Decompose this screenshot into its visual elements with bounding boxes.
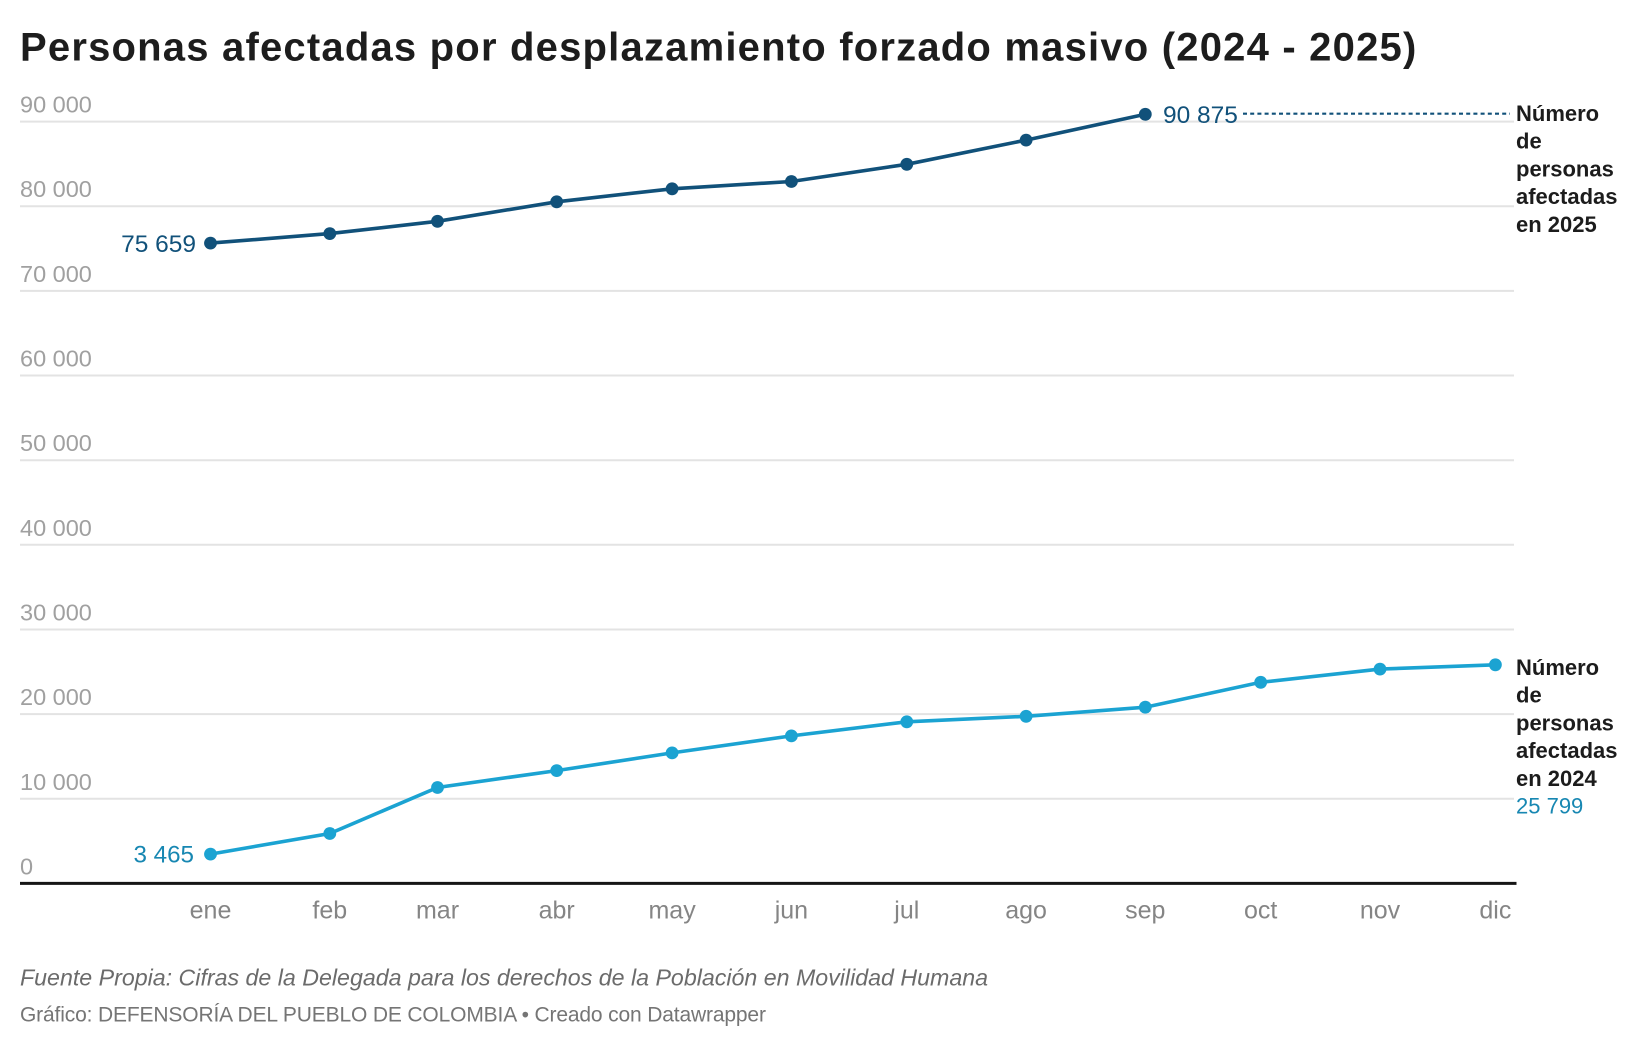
svg-text:70 000: 70 000 [20,261,92,287]
svg-text:40 000: 40 000 [20,515,92,541]
svg-text:feb: feb [312,896,347,924]
svg-text:de: de [1516,683,1542,708]
svg-text:10 000: 10 000 [20,769,92,795]
svg-text:30 000: 30 000 [20,600,92,626]
svg-text:personas: personas [1516,156,1614,181]
svg-text:75 659: 75 659 [121,231,196,258]
svg-text:90 000: 90 000 [20,92,92,118]
svg-text:Gráfico: DEFENSORÍA DEL PUEBLO: Gráfico: DEFENSORÍA DEL PUEBLO DE COLOMB… [20,1004,766,1027]
svg-text:50 000: 50 000 [20,430,92,456]
svg-text:Número: Número [1516,101,1599,126]
svg-text:jun: jun [774,896,808,924]
svg-text:may: may [648,896,696,924]
svg-text:60 000: 60 000 [20,346,92,372]
svg-text:sep: sep [1125,896,1165,924]
svg-text:en 2025: en 2025 [1516,212,1597,237]
svg-text:ene: ene [190,896,232,924]
svg-text:Personas afectadas por desplaz: Personas afectadas por desplazamiento fo… [20,26,1417,70]
svg-text:20 000: 20 000 [20,684,92,710]
svg-text:abr: abr [539,896,575,924]
svg-text:Número: Número [1516,655,1599,680]
svg-text:0: 0 [20,853,33,879]
svg-text:dic: dic [1479,896,1511,924]
svg-text:25 799: 25 799 [1516,794,1583,819]
svg-text:mar: mar [416,896,459,924]
svg-text:Fuente Propia: Cifras de la De: Fuente Propia: Cifras de la Delegada par… [20,964,988,990]
svg-text:nov: nov [1360,896,1401,924]
svg-text:de: de [1516,129,1542,154]
svg-text:afectadas: afectadas [1516,738,1618,763]
svg-text:personas: personas [1516,710,1614,735]
svg-text:80 000: 80 000 [20,176,92,202]
svg-text:en 2024: en 2024 [1516,766,1597,791]
svg-text:90 875: 90 875 [1163,102,1238,129]
svg-text:jul: jul [893,896,919,924]
svg-text:3 465: 3 465 [133,842,194,869]
svg-text:afectadas: afectadas [1516,184,1618,209]
svg-text:oct: oct [1244,896,1277,924]
svg-text:ago: ago [1005,896,1047,924]
